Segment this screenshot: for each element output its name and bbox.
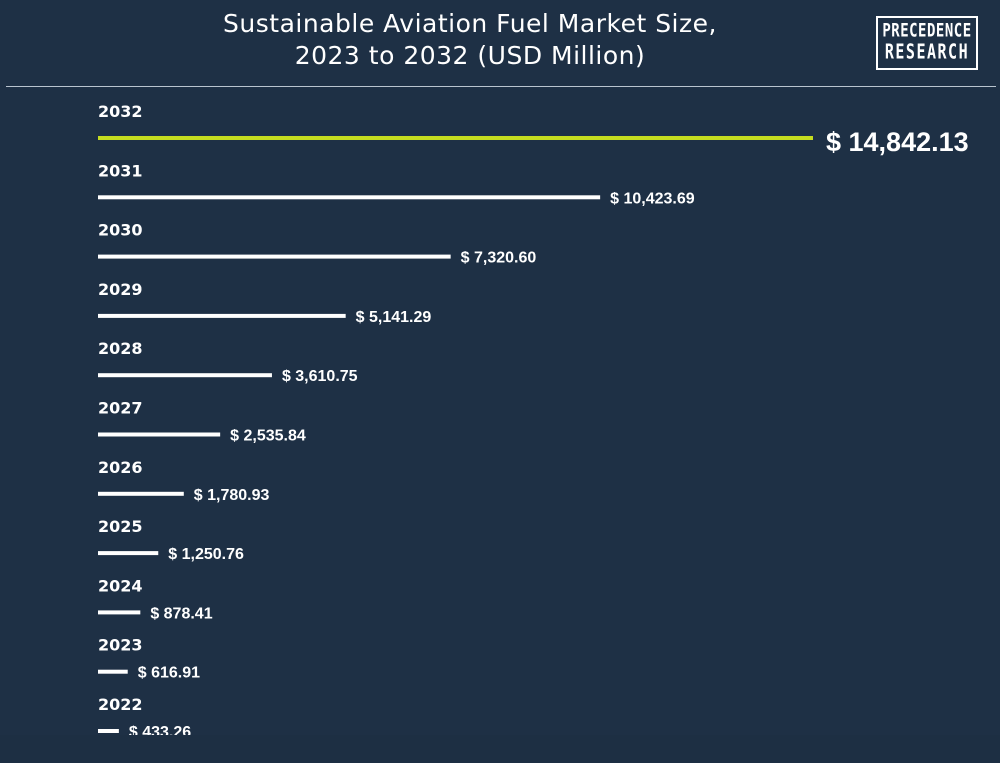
category-label: 2031 [98, 161, 143, 180]
logo-text-line-1: PRECEDENCE [882, 20, 972, 42]
category-label: 2028 [98, 339, 143, 358]
bar [98, 313, 346, 318]
bar [98, 491, 184, 496]
value-label: $ 5,141.29 [356, 309, 432, 326]
value-label: $ 1,780.93 [194, 487, 270, 504]
chart-title-line-2: 2023 to 2032 (USD Million) [294, 41, 646, 70]
value-label: $ 10,423.69 [610, 190, 695, 207]
bar [98, 254, 451, 259]
bottom-strip [0, 735, 1000, 763]
highlight-bar [98, 136, 813, 140]
precedence-research-logo: PRECEDENCE RESEARCH [876, 16, 978, 70]
category-label: 2022 [98, 695, 143, 714]
value-label: $ 14,842.13 [826, 127, 969, 157]
chart-title-line-1: Sustainable Aviation Fuel Market Size, [223, 9, 717, 38]
chart-title: Sustainable Aviation Fuel Market Size, 2… [0, 8, 940, 72]
bar [98, 669, 128, 674]
bar [98, 729, 119, 733]
value-label: $ 616.91 [138, 665, 200, 682]
logo-text-line-2: RESEARCH [884, 39, 970, 64]
value-label: $ 7,320.60 [461, 250, 537, 267]
category-label: 2027 [98, 399, 143, 418]
value-label: $ 3,610.75 [282, 368, 358, 385]
title-divider [6, 86, 996, 87]
category-label: 2029 [98, 280, 143, 299]
value-label: $ 1,250.76 [168, 546, 244, 563]
value-label: $ 2,535.84 [230, 428, 306, 445]
category-label: 2023 [98, 636, 143, 655]
bar [98, 551, 159, 556]
category-label: 2032 [98, 102, 143, 121]
category-label: 2030 [98, 221, 143, 240]
category-label: 2026 [98, 458, 143, 477]
bar [98, 610, 141, 615]
category-label: 2025 [98, 517, 143, 536]
bar [98, 373, 272, 378]
value-label: $ 878.41 [150, 605, 212, 622]
category-label: 2024 [98, 576, 143, 595]
bar [98, 432, 221, 437]
bar [98, 195, 601, 200]
